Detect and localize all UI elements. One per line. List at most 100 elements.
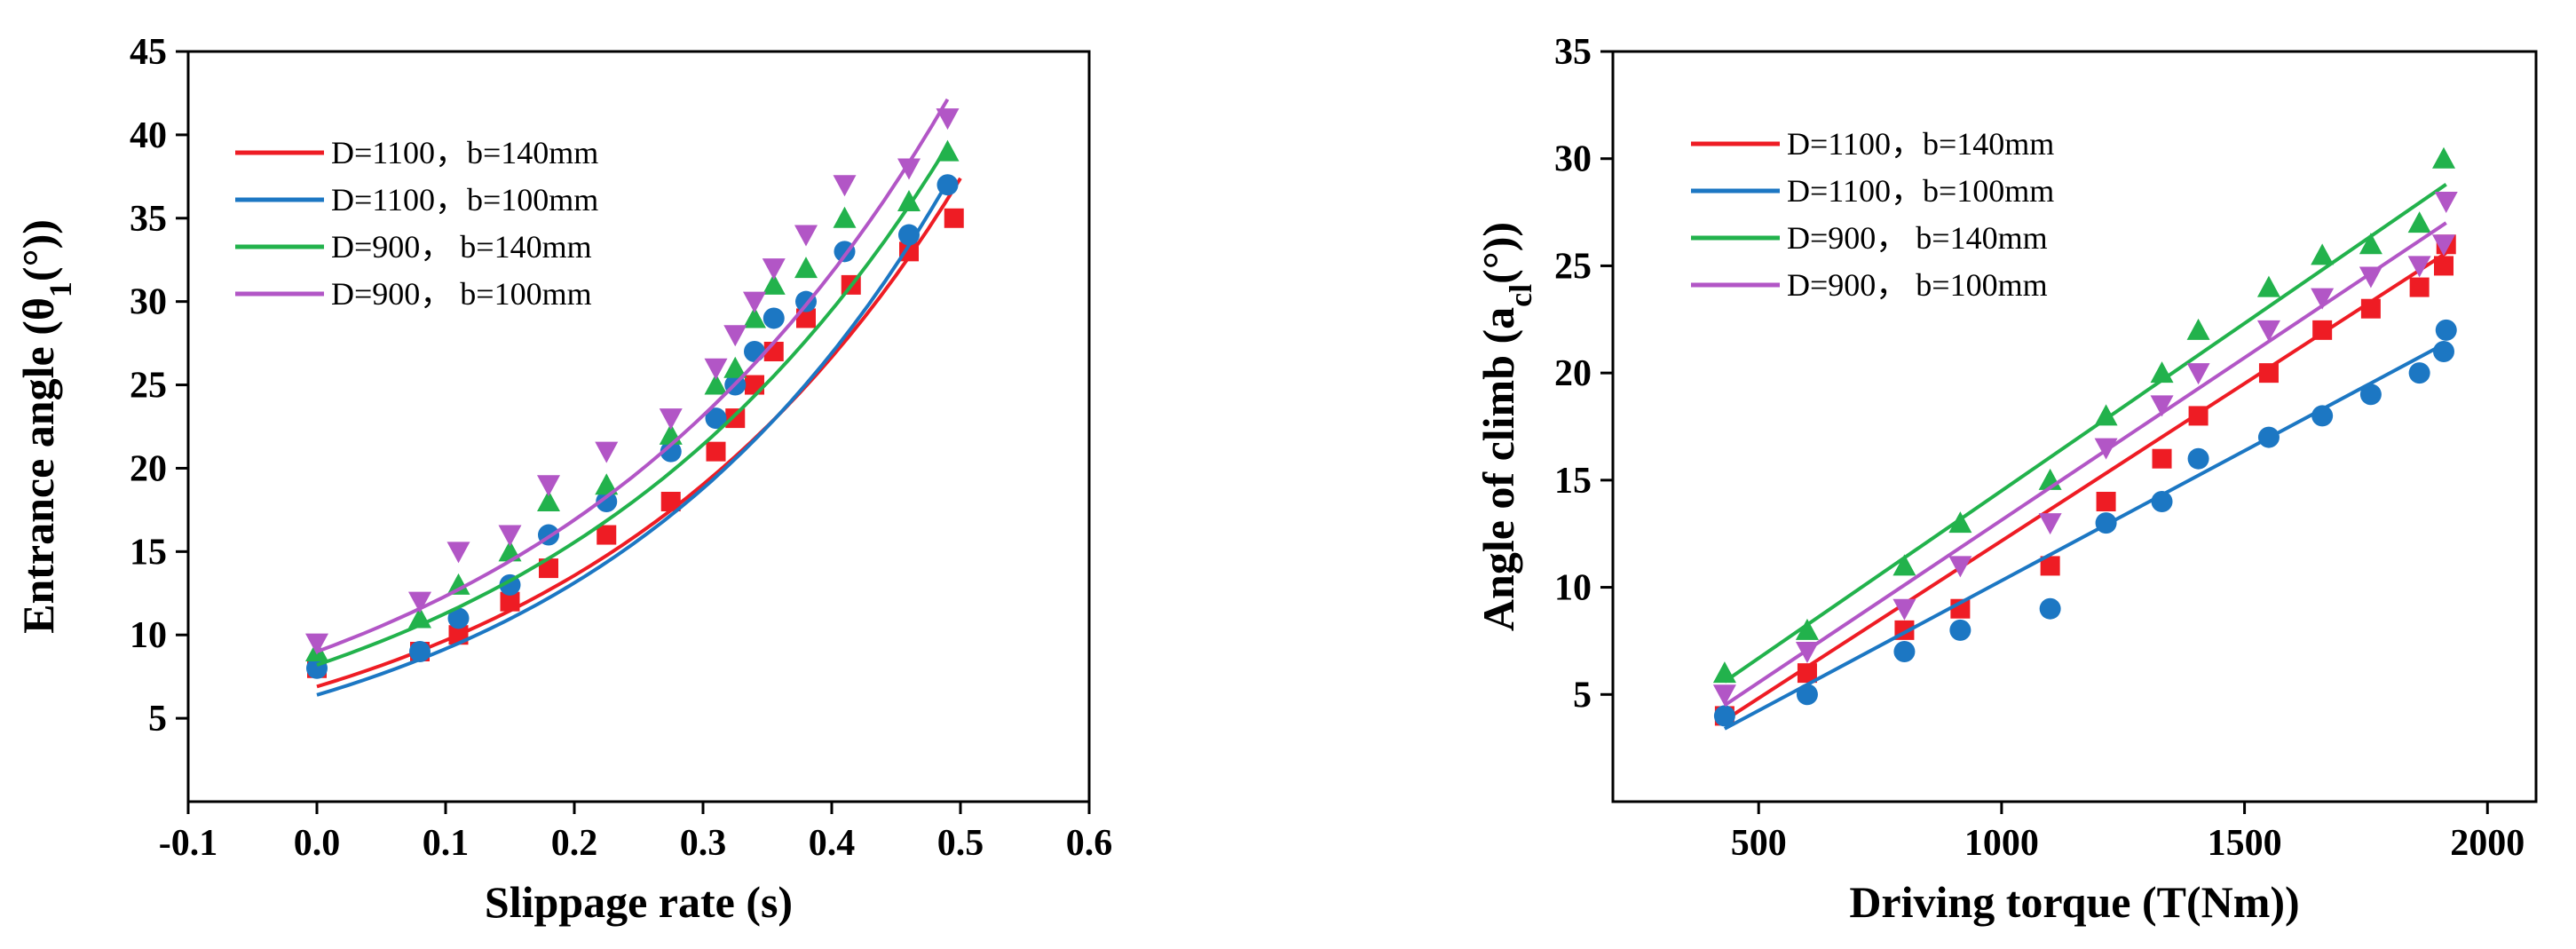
data-point	[659, 408, 683, 431]
data-point	[446, 542, 470, 564]
legend-label: D=900， b=140mm	[331, 229, 592, 265]
data-point	[2187, 447, 2209, 470]
data-point	[2256, 320, 2280, 342]
data-point	[1712, 661, 1736, 684]
y-tick-label: 30	[1554, 139, 1592, 180]
data-point	[2186, 318, 2210, 340]
x-tick-label: 0.2	[551, 823, 598, 864]
data-point	[1795, 642, 1819, 663]
data-point	[2311, 288, 2335, 310]
data-point	[898, 224, 920, 246]
y-tick-label: 5	[1573, 675, 1592, 716]
y-axis-title-unit: (°))	[1474, 222, 1523, 284]
data-point	[2038, 513, 2062, 535]
x-tick-label: -0.1	[159, 823, 218, 864]
series-fit-line	[1723, 341, 2447, 731]
series-1: D=1100，b=140mm	[235, 135, 964, 689]
y-axis-title-subscript: cl	[1503, 284, 1538, 307]
legend-label: D=1100，b=100mm	[1787, 173, 2054, 209]
data-point	[408, 606, 431, 629]
data-point	[936, 174, 959, 196]
data-point	[1948, 511, 1972, 534]
data-point	[794, 225, 818, 247]
data-point	[2152, 448, 2172, 469]
data-point	[2407, 256, 2431, 278]
series-fit-line	[1723, 183, 2447, 684]
data-point	[794, 257, 818, 279]
data-point	[2435, 319, 2457, 341]
data-point	[723, 356, 747, 378]
y-tick-label: 10	[1554, 568, 1592, 609]
y-tick-label: 20	[130, 448, 167, 489]
data-point	[2409, 277, 2430, 297]
data-point	[1797, 663, 1817, 684]
x-tick-label: 1500	[2208, 823, 2282, 864]
data-point	[833, 206, 857, 228]
data-point	[2186, 363, 2210, 385]
data-point	[500, 591, 520, 612]
data-point	[498, 525, 522, 547]
data-point	[305, 633, 328, 655]
data-point	[597, 525, 617, 545]
angle-of-climb-chart: 500 1000 1500 2000 5 10 15 20 25 30 35 Driving torq…	[1474, 32, 2538, 927]
legend-label: D=900， b=140mm	[1787, 220, 2048, 256]
y-tick-label: 35	[130, 199, 167, 240]
data-point	[944, 208, 964, 228]
data-point	[595, 473, 619, 495]
y-axis-title-text: Entrance angle (θ	[13, 297, 63, 634]
x-tick-label: 0.4	[809, 823, 856, 864]
y-axis-title-text: Angle of climb (a	[1474, 307, 1523, 631]
data-point	[2256, 275, 2280, 297]
data-point	[2360, 298, 2381, 319]
data-point	[725, 408, 746, 429]
data-point	[2311, 243, 2335, 265]
series-1: D=1100，b=140mm	[1691, 126, 2456, 726]
data-point	[897, 190, 921, 211]
series-4: D=900， b=100mm	[235, 98, 960, 655]
data-point	[2258, 363, 2279, 384]
x-tick-label: 2000	[2450, 823, 2525, 864]
data-point	[704, 358, 728, 380]
data-point	[660, 440, 682, 463]
data-point	[2150, 395, 2174, 417]
x-axis-title: Slippage rate (s)	[485, 877, 793, 927]
data-point	[2408, 362, 2430, 384]
data-point	[2094, 438, 2118, 460]
data-point	[936, 139, 960, 162]
data-point	[408, 591, 431, 613]
data-point	[2312, 320, 2333, 340]
data-point	[2407, 211, 2431, 233]
data-point	[899, 241, 919, 262]
data-point	[762, 258, 786, 281]
series-3: D=900， b=140mm	[235, 139, 960, 667]
x-tick-label: 500	[1731, 823, 1787, 864]
data-point	[936, 108, 960, 130]
series-4: D=900， b=100mm	[1691, 192, 2458, 708]
data-point	[2150, 361, 2174, 384]
data-point	[897, 158, 921, 180]
data-point	[2434, 256, 2454, 276]
data-point	[2257, 426, 2280, 448]
data-point	[1796, 684, 1818, 706]
legend-label: D=900， b=100mm	[331, 276, 592, 312]
data-point	[2433, 341, 2454, 362]
data-point	[1712, 684, 1736, 707]
series-fit-line	[1723, 221, 2447, 708]
data-point	[723, 325, 747, 347]
data-point	[2359, 384, 2382, 406]
data-point	[1892, 598, 1916, 621]
data-point	[2039, 597, 2061, 620]
data-point	[2040, 556, 2060, 576]
data-point	[762, 273, 786, 295]
y-axis-title: Angle of climb (acl(°))	[1474, 222, 1538, 631]
series-2: D=1100，b=100mm	[235, 174, 959, 697]
series-3: D=900， b=140mm	[1691, 146, 2455, 684]
data-point	[833, 175, 857, 197]
data-point	[2095, 512, 2117, 534]
legend-label: D=1100，b=140mm	[1787, 126, 2054, 162]
data-point	[2434, 192, 2458, 213]
y-tick-label: 30	[130, 282, 167, 323]
data-point	[595, 441, 619, 463]
series-fit-line	[1723, 251, 2447, 722]
